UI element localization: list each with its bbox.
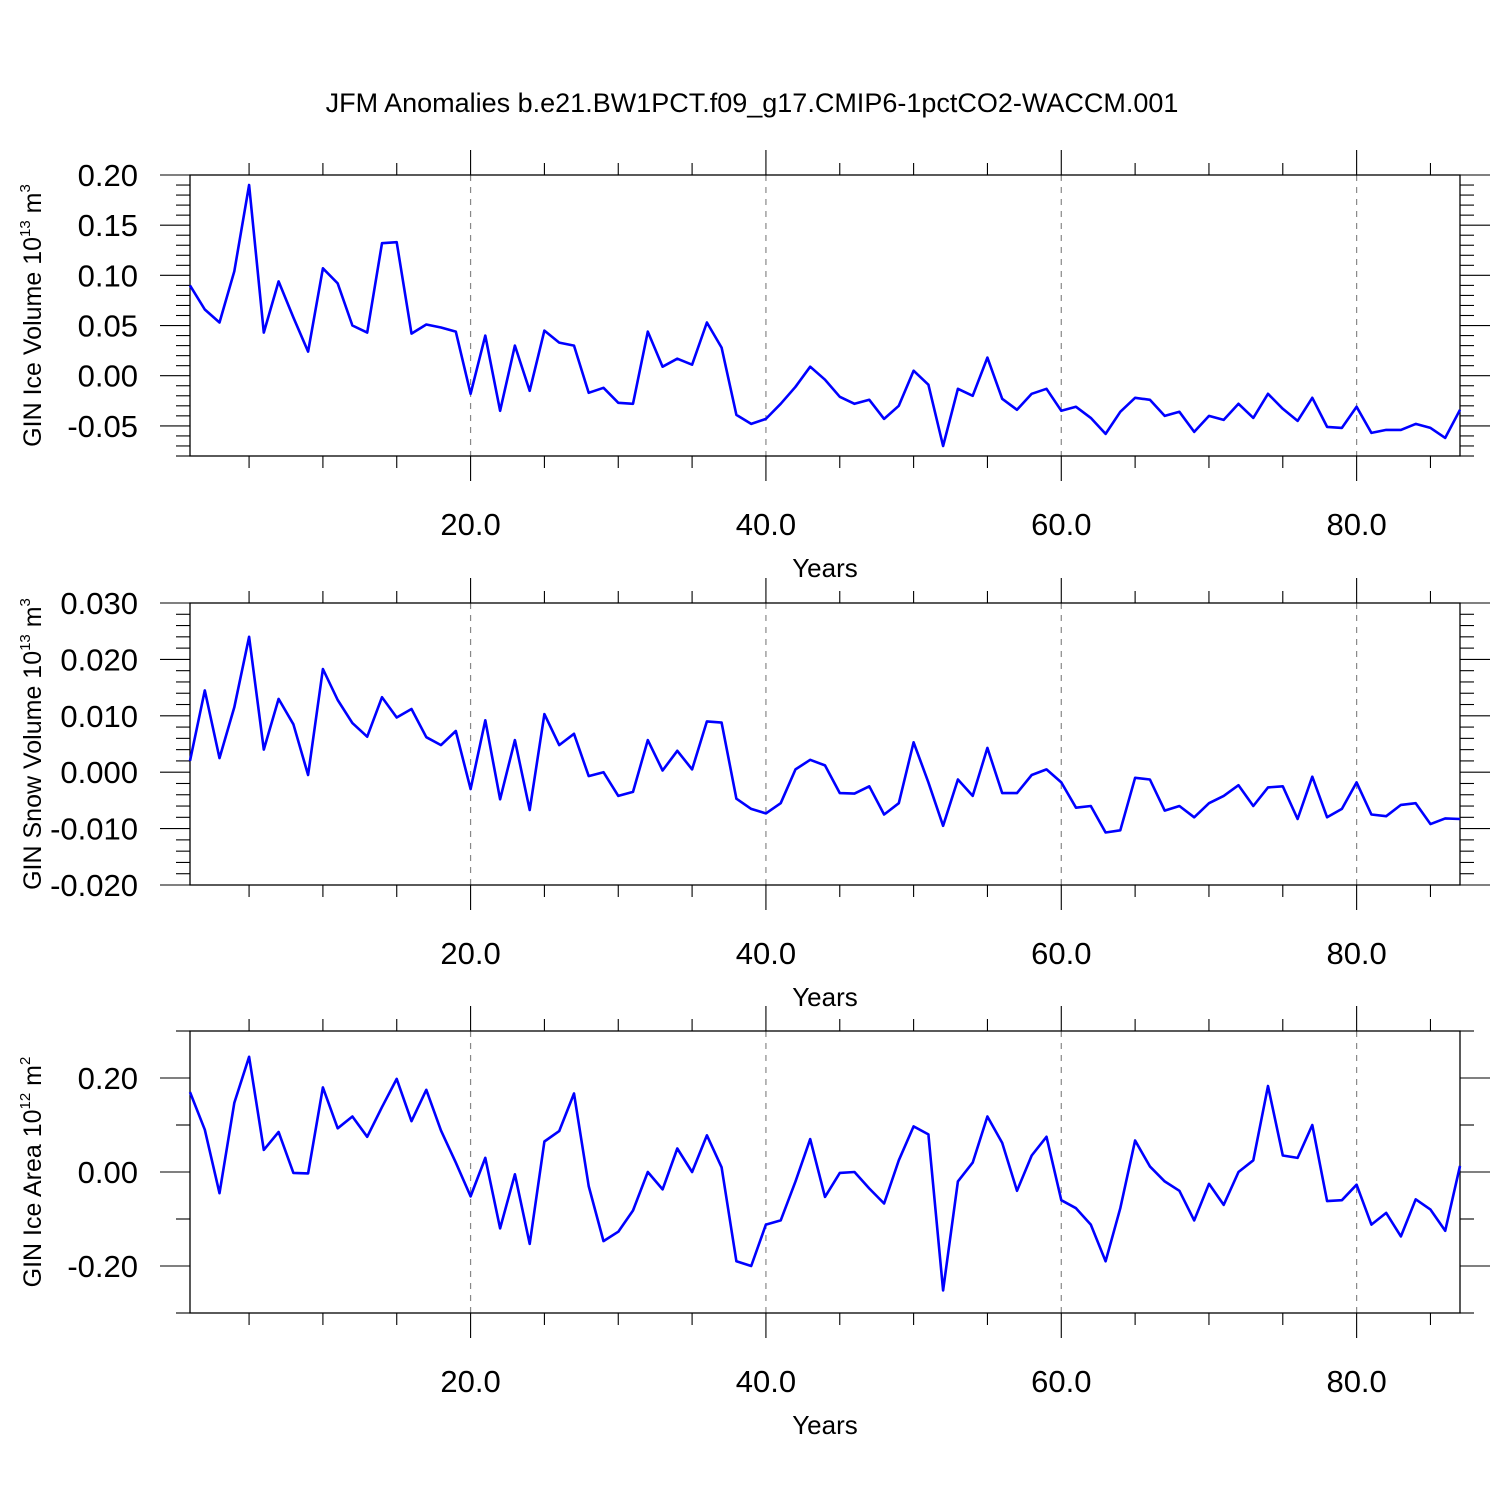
y-axis-label-part: GIN Snow Volume 10 — [19, 651, 47, 890]
y-tick-label: -0.05 — [67, 409, 138, 444]
y-tick-label: -0.020 — [50, 868, 138, 903]
y-tick-label: 0.020 — [60, 642, 138, 677]
x-tick-label: 40.0 — [736, 507, 796, 542]
panels: 20.0 40.0 60.0 80.0 Years 0.20 0.15 0.10 0.05 0.0… — [17, 150, 1490, 1440]
x-axis-label: Years — [792, 1410, 858, 1440]
y-axis-label-part: m — [19, 193, 47, 221]
y-tick-label: 0.00 — [78, 1155, 138, 1190]
y-axis-label: GIN Ice Volume 1013 m3 — [17, 184, 47, 447]
plot-frame — [189, 602, 1461, 886]
figure-title: JFM Anomalies b.e21.BW1PCT.f09_g17.CMIP6… — [326, 88, 1179, 118]
y-tick-label: 0.000 — [60, 755, 138, 790]
x-tick-label: 60.0 — [1031, 507, 1091, 542]
y-axis-label-superscript: 2 — [17, 1057, 34, 1065]
y-axis-label: GIN Snow Volume 1013 m3 — [17, 598, 47, 890]
x-tick-label: 20.0 — [440, 507, 500, 542]
y-tick-label: 0.05 — [78, 309, 138, 344]
x-axis-label: Years — [792, 982, 858, 1012]
y-tick-label: -0.20 — [67, 1249, 138, 1284]
x-tick-label: 20.0 — [440, 936, 500, 971]
x-tick-label: 60.0 — [1031, 1364, 1091, 1399]
x-tick-label: 80.0 — [1326, 936, 1386, 971]
y-axis-label-superscript: 3 — [17, 598, 34, 606]
y-tick-label: 0.030 — [60, 586, 138, 621]
series-line-1 — [188, 183, 1462, 448]
y-tick-label: 0.10 — [78, 258, 138, 293]
y-tick-label: 0.20 — [78, 158, 138, 193]
y-tick-label: 0.20 — [78, 1061, 138, 1096]
x-tick-label: 60.0 — [1031, 936, 1091, 971]
y-tick-label: -0.010 — [50, 812, 138, 847]
panel-3: 20.0 40.0 60.0 80.0 Years 0.20 0.00 -0.20 GIN Ic… — [17, 1006, 1490, 1440]
x-tick-label: 40.0 — [736, 936, 796, 971]
x-tick-label: 40.0 — [736, 1364, 796, 1399]
y-axis-label-part: m — [19, 606, 47, 634]
y-axis-label-superscript: 3 — [17, 184, 34, 192]
y-axis-label-part: GIN Ice Area 10 — [19, 1109, 47, 1287]
panel-1: 20.0 40.0 60.0 80.0 Years 0.20 0.15 0.10 0.05 0.0… — [17, 150, 1490, 583]
plot-frame — [189, 174, 1461, 457]
y-axis-label: GIN Ice Area 1012 m2 — [17, 1057, 47, 1288]
series-line-1 — [188, 635, 1461, 834]
y-tick-label: 0.010 — [60, 699, 138, 734]
y-axis-label-superscript: 12 — [17, 1093, 34, 1110]
y-axis-label-part: m — [19, 1065, 47, 1093]
x-tick-label: 80.0 — [1326, 507, 1386, 542]
y-axis-label-superscript: 13 — [17, 220, 34, 237]
y-axis-label-superscript: 13 — [17, 634, 34, 651]
y-tick-label: 0.00 — [78, 359, 138, 394]
series-line-1 — [188, 1055, 1462, 1292]
y-tick-label: 0.15 — [78, 208, 138, 243]
panel-2: 20.0 40.0 60.0 80.0 Years 0.030 0.020 0.010 0.00… — [17, 578, 1490, 1012]
plot-frame — [189, 1030, 1461, 1314]
y-axis-label-part: GIN Ice Volume 10 — [19, 237, 47, 447]
x-tick-label: 20.0 — [440, 1364, 500, 1399]
x-axis-label: Years — [792, 553, 858, 583]
x-tick-label: 80.0 — [1326, 1364, 1386, 1399]
